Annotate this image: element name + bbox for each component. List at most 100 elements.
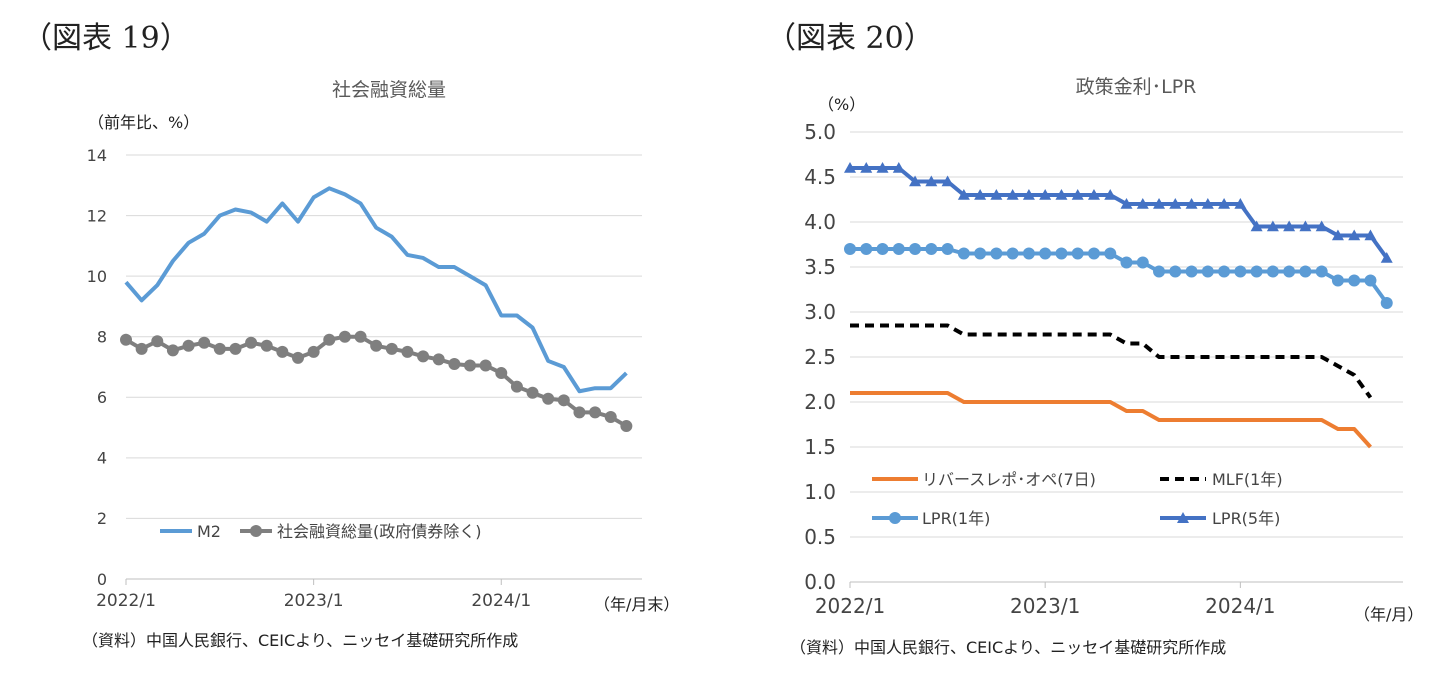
data-point [432, 353, 445, 366]
data-point [892, 243, 905, 255]
legend-label-reverse-repo: リバースレポ･オペ(7日) [922, 470, 1096, 489]
data-point [1283, 220, 1296, 232]
data-point [1283, 265, 1296, 278]
data-point [557, 394, 570, 407]
data-point [464, 359, 476, 372]
data-point [941, 175, 954, 187]
y-tick-label: 0 [97, 570, 107, 589]
data-point [860, 162, 873, 173]
data-point [990, 189, 1003, 200]
data-point [1315, 220, 1328, 232]
data-point [990, 247, 1003, 260]
chart-2-x-unit: （年/月） [1354, 605, 1423, 624]
data-point [354, 330, 367, 343]
data-point [182, 339, 195, 352]
y-tick-label: 4.5 [804, 165, 836, 189]
data-point [1104, 247, 1117, 260]
data-point [1185, 265, 1198, 278]
data-point [957, 189, 970, 200]
data-point [844, 162, 856, 173]
chart-1-series [120, 186, 633, 433]
chart-1-x-axis: 2022/1 2023/1 2024/1 [96, 579, 531, 611]
series-line-2 [850, 247, 1389, 305]
data-point [1380, 252, 1393, 263]
data-point [1039, 247, 1052, 260]
series-line-3 [850, 166, 1389, 260]
data-point [1299, 265, 1312, 278]
y-tick-label: 4 [97, 449, 107, 468]
chart-1-legend: M2 社会融資総量(政府債券除く) [160, 522, 482, 541]
series-line-0 [850, 391, 1372, 449]
chart-1-source: （資料）中国人民銀行、CEICより、ニッセイ基礎研究所作成 [82, 631, 518, 650]
data-point [1380, 297, 1393, 309]
data-point [1201, 265, 1214, 278]
y-tick-label: 3.5 [804, 255, 836, 279]
data-point [338, 330, 351, 343]
chart-1-x-unit: （年/月末） [594, 595, 679, 614]
data-point [213, 342, 226, 355]
chart-2: （図表 20） 政策金利･LPR （%） 0.0 0.5 1.0 1.5 2.0 2.5 3… [766, 21, 1423, 657]
y-tick-label: 8 [97, 327, 107, 346]
data-point [417, 350, 430, 363]
chart-2-heading: （図表 20） [766, 21, 934, 56]
y-tick-label: 10 [87, 267, 107, 286]
y-tick-label: 2 [97, 509, 107, 528]
data-point [448, 357, 461, 370]
chart-1-y-unit: （前年比、%） [88, 113, 199, 132]
data-point [1022, 247, 1035, 260]
chart-2-series [844, 162, 1393, 449]
series-line-1 [850, 323, 1373, 399]
data-point [1234, 198, 1247, 209]
data-point [1234, 265, 1247, 278]
data-point [876, 243, 889, 255]
y-tick-label: 3.0 [804, 300, 836, 324]
data-point [385, 342, 398, 355]
chart-2-legend: リバースレポ･オペ(7日) MLF(1年) LPR(1年) LPR(5年) [872, 470, 1283, 528]
y-tick-label: 2.5 [804, 345, 836, 369]
data-point [941, 243, 954, 255]
data-point [974, 247, 987, 260]
x-tick-label: 2022/1 [96, 591, 156, 611]
data-point [876, 162, 889, 173]
x-tick-label: 2022/1 [815, 594, 885, 618]
data-point [860, 243, 873, 255]
data-point [1266, 220, 1279, 232]
y-tick-label: 6 [97, 388, 107, 407]
data-point [1218, 265, 1231, 278]
legend-marker-lpr-1y [889, 512, 901, 524]
y-tick-label: 14 [87, 146, 107, 165]
chart-1-gridlines [126, 154, 642, 519]
data-point [1120, 198, 1133, 209]
data-point [260, 339, 273, 352]
chart-2-source: （資料）中国人民銀行、CEICより、ニッセイ基礎研究所作成 [790, 638, 1226, 657]
data-point [120, 333, 132, 346]
data-point [974, 189, 987, 200]
data-point [1022, 189, 1035, 200]
data-point [925, 243, 938, 255]
data-point [1136, 198, 1149, 209]
data-point [1266, 265, 1279, 278]
chart-2-title: 政策金利･LPR [1076, 76, 1197, 98]
data-point [1364, 274, 1377, 287]
data-point [1331, 229, 1344, 241]
chart-2-y-unit: （%） [818, 95, 865, 114]
data-point [573, 406, 586, 419]
x-tick-label: 2023/1 [1010, 594, 1080, 618]
y-tick-label: 1.5 [804, 435, 836, 459]
data-point [1299, 220, 1312, 232]
data-point [1039, 189, 1052, 200]
data-point [1055, 189, 1068, 200]
legend-marker-tsf [250, 525, 262, 537]
data-point [1087, 247, 1100, 260]
series-line-0 [124, 186, 628, 394]
data-point [1153, 265, 1166, 278]
chart-1-title: 社会融資総量 [332, 79, 446, 101]
data-point [1006, 189, 1019, 200]
legend-label-lpr-5y: LPR(5年) [1212, 509, 1280, 528]
data-point [526, 386, 539, 399]
data-point [892, 162, 905, 173]
data-point [1055, 247, 1068, 260]
chart-1-heading: （図表 19） [22, 21, 190, 56]
data-point [479, 359, 492, 372]
